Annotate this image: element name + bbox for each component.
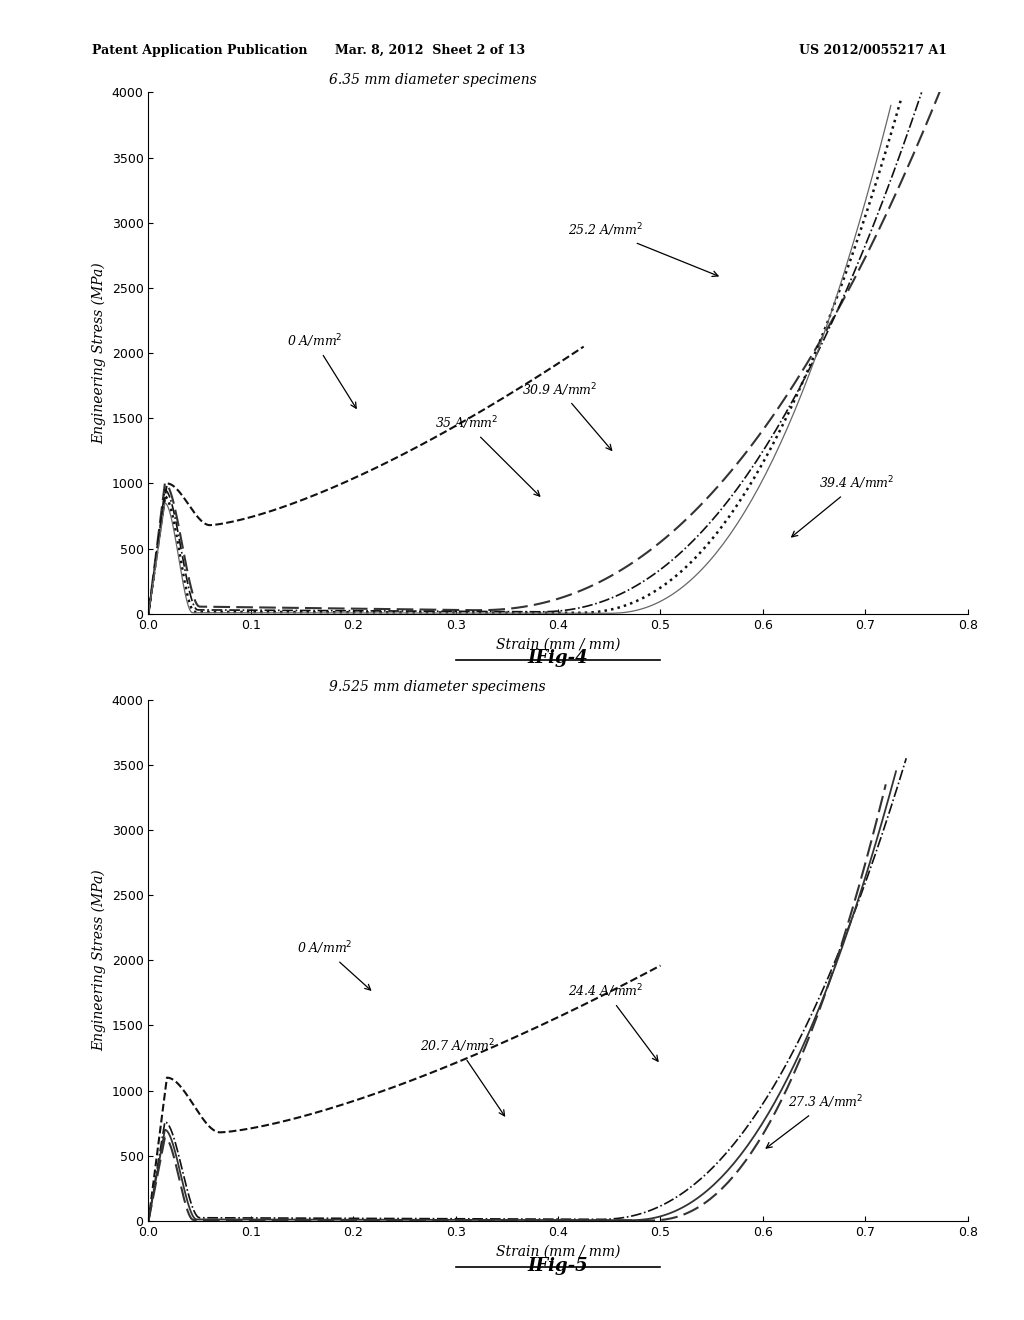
X-axis label: Strain (mm / mm): Strain (mm / mm): [496, 638, 621, 651]
Y-axis label: Engineering Stress (MPa): Engineering Stress (MPa): [92, 870, 106, 1051]
Text: 27.3 A/mm$^2$: 27.3 A/mm$^2$: [766, 1094, 864, 1148]
Text: 6.35 mm diameter specimens: 6.35 mm diameter specimens: [329, 73, 537, 87]
Text: 0 A/mm$^2$: 0 A/mm$^2$: [287, 333, 356, 408]
Text: 9.525 mm diameter specimens: 9.525 mm diameter specimens: [329, 680, 546, 694]
Text: Mar. 8, 2012  Sheet 2 of 13: Mar. 8, 2012 Sheet 2 of 13: [335, 44, 525, 57]
Text: 39.4 A/mm$^2$: 39.4 A/mm$^2$: [792, 475, 895, 537]
Text: 25.2 A/mm$^2$: 25.2 A/mm$^2$: [568, 222, 718, 276]
Text: 35 A/mm$^2$: 35 A/mm$^2$: [435, 414, 540, 496]
Text: Patent Application Publication: Patent Application Publication: [92, 44, 307, 57]
Text: 20.7 A/mm$^2$: 20.7 A/mm$^2$: [420, 1038, 505, 1115]
Text: 24.4 A/mm$^2$: 24.4 A/mm$^2$: [568, 983, 658, 1061]
Text: 0 A/mm$^2$: 0 A/mm$^2$: [297, 940, 371, 990]
Text: IFig-4: IFig-4: [527, 649, 589, 668]
X-axis label: Strain (mm / mm): Strain (mm / mm): [496, 1245, 621, 1258]
Text: US 2012/0055217 A1: US 2012/0055217 A1: [799, 44, 947, 57]
Text: 30.9 A/mm$^2$: 30.9 A/mm$^2$: [522, 381, 611, 450]
Text: IFig-5: IFig-5: [527, 1257, 589, 1275]
Y-axis label: Engineering Stress (MPa): Engineering Stress (MPa): [92, 263, 106, 444]
